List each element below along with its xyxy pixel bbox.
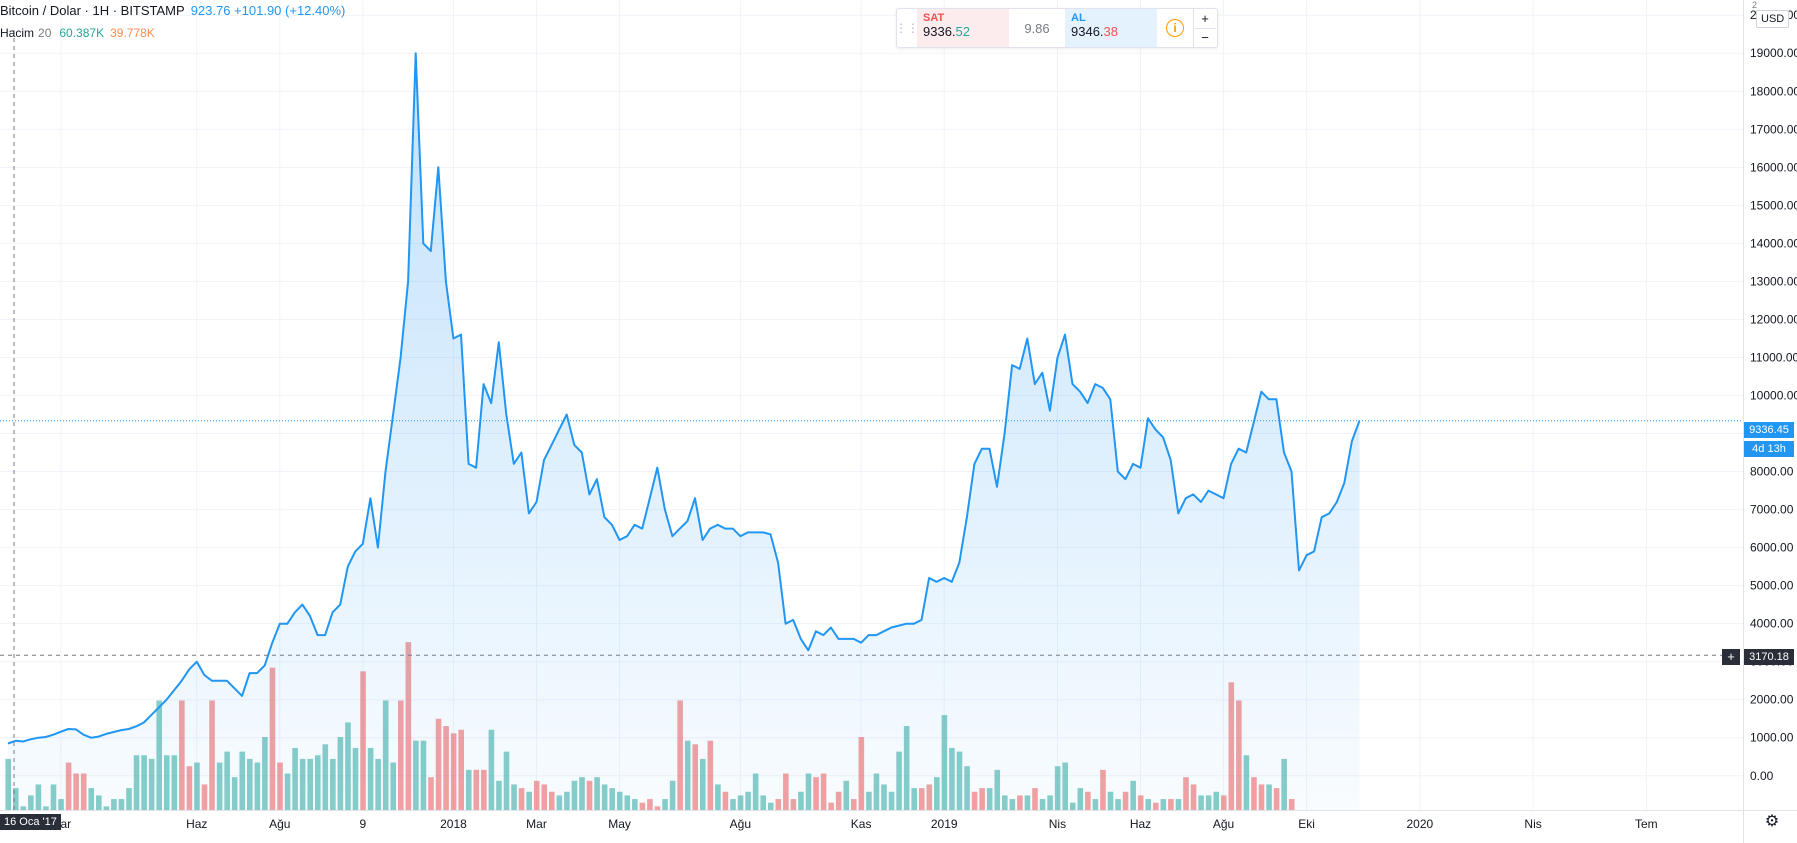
price-tick-label: 15000.00 bbox=[1750, 198, 1797, 212]
quantity-plus-button[interactable]: + bbox=[1201, 10, 1209, 26]
time-tick-label: 2018 bbox=[440, 817, 467, 831]
quantity-minus-button[interactable]: − bbox=[1194, 27, 1216, 48]
volume-legend[interactable]: Hacim 20 60.387K 39.778K bbox=[0, 24, 155, 42]
price-change-info: 923.76 +101.90 (+12.40%) bbox=[190, 3, 346, 18]
currency-badge[interactable]: USD bbox=[1756, 10, 1790, 28]
current-price-tag: 9336.45 bbox=[1744, 422, 1794, 438]
price-tick-label: 6000.00 bbox=[1750, 541, 1794, 555]
buy-button[interactable]: AL 9346.38 bbox=[1065, 9, 1157, 47]
sell-label: SAT bbox=[923, 12, 945, 24]
bar-countdown-tag: 4d 13h bbox=[1744, 441, 1794, 457]
time-tick-label: May bbox=[608, 817, 631, 831]
price-tick-label: 18000.00 bbox=[1750, 84, 1797, 98]
price-tick-label: 14000.00 bbox=[1750, 236, 1797, 250]
time-tick-label: Ağu bbox=[269, 817, 290, 831]
volume-legend-value2: 39.778K bbox=[110, 26, 155, 40]
time-tick-label: Mar bbox=[526, 817, 547, 831]
buy-label: AL bbox=[1071, 12, 1086, 24]
time-tick-label: Nis bbox=[1049, 817, 1066, 831]
crosshair-price-tag: 3170.18 bbox=[1744, 649, 1794, 665]
time-tick-label: 2019 bbox=[931, 817, 958, 831]
info-button[interactable]: i bbox=[1157, 9, 1193, 47]
buy-price: 9346.38 bbox=[1071, 24, 1119, 39]
volume-legend-value1: 60.387K bbox=[59, 26, 105, 40]
time-tick-label: 9 bbox=[360, 817, 367, 831]
price-tick-label: 13000.00 bbox=[1750, 274, 1797, 288]
gear-icon[interactable]: ⚙ bbox=[1764, 813, 1780, 830]
price-tick-label: 0.00 bbox=[1750, 769, 1774, 783]
price-tick-label: 10000.00 bbox=[1750, 388, 1797, 402]
time-tick-label: Tem bbox=[1635, 817, 1658, 831]
sell-price: 9336.52 bbox=[923, 24, 971, 39]
time-tick-label: Eki bbox=[1298, 817, 1315, 831]
drag-handle-icon[interactable]: ⋮⋮ bbox=[895, 21, 919, 35]
price-tick-label: 7000.00 bbox=[1750, 503, 1794, 517]
price-tick-label: 4000.00 bbox=[1750, 617, 1794, 631]
price-area bbox=[8, 53, 1360, 810]
price-tick-label: 2000.00 bbox=[1750, 693, 1794, 707]
scale-mark: 2 bbox=[1752, 0, 1758, 10]
time-tick-label: Haz bbox=[1130, 817, 1151, 831]
time-tick-label: Kas bbox=[851, 817, 872, 831]
price-tick-label: 1000.00 bbox=[1750, 731, 1794, 745]
volume-legend-name: Hacim bbox=[0, 26, 35, 40]
price-tick-label: 8000.00 bbox=[1750, 465, 1794, 479]
price-tick-label: 5000.00 bbox=[1750, 579, 1794, 593]
crosshair-add-button[interactable]: + bbox=[1722, 649, 1740, 665]
time-tick-label: Haz bbox=[186, 817, 207, 831]
quantity-stepper[interactable]: + − bbox=[1193, 9, 1216, 47]
price-tick-label: 16000.00 bbox=[1750, 160, 1797, 174]
info-icon: i bbox=[1166, 19, 1184, 37]
volume-legend-length: 20 bbox=[38, 26, 52, 40]
price-tick-label: 19000.00 bbox=[1750, 46, 1797, 60]
chart-legend-main[interactable]: Bitcoin / Dolar · 1H · BITSTAMP 923.76 +1… bbox=[0, 2, 345, 20]
price-tick-label: 11000.00 bbox=[1750, 350, 1797, 364]
buy-sell-widget[interactable]: ⋮⋮ SAT 9336.52 9.86 AL 9346.38 i + − bbox=[895, 8, 1218, 48]
price-tick-label: 12000.00 bbox=[1750, 312, 1797, 326]
symbol-title[interactable]: Bitcoin / Dolar · 1H · BITSTAMP bbox=[0, 3, 185, 18]
price-line bbox=[7, 52, 1361, 745]
time-tick-label: Ağu bbox=[1213, 817, 1234, 831]
time-tick-label: Nis bbox=[1524, 817, 1541, 831]
sell-button[interactable]: SAT 9336.52 bbox=[917, 9, 1009, 47]
spread-value: 9.86 bbox=[1024, 20, 1050, 36]
crosshair-date-tag: 16 Oca '17 bbox=[0, 814, 61, 830]
time-tick-label: 2020 bbox=[1406, 817, 1433, 831]
price-tick-label: 17000.00 bbox=[1750, 122, 1797, 136]
time-tick-label: Ağu bbox=[730, 817, 751, 831]
